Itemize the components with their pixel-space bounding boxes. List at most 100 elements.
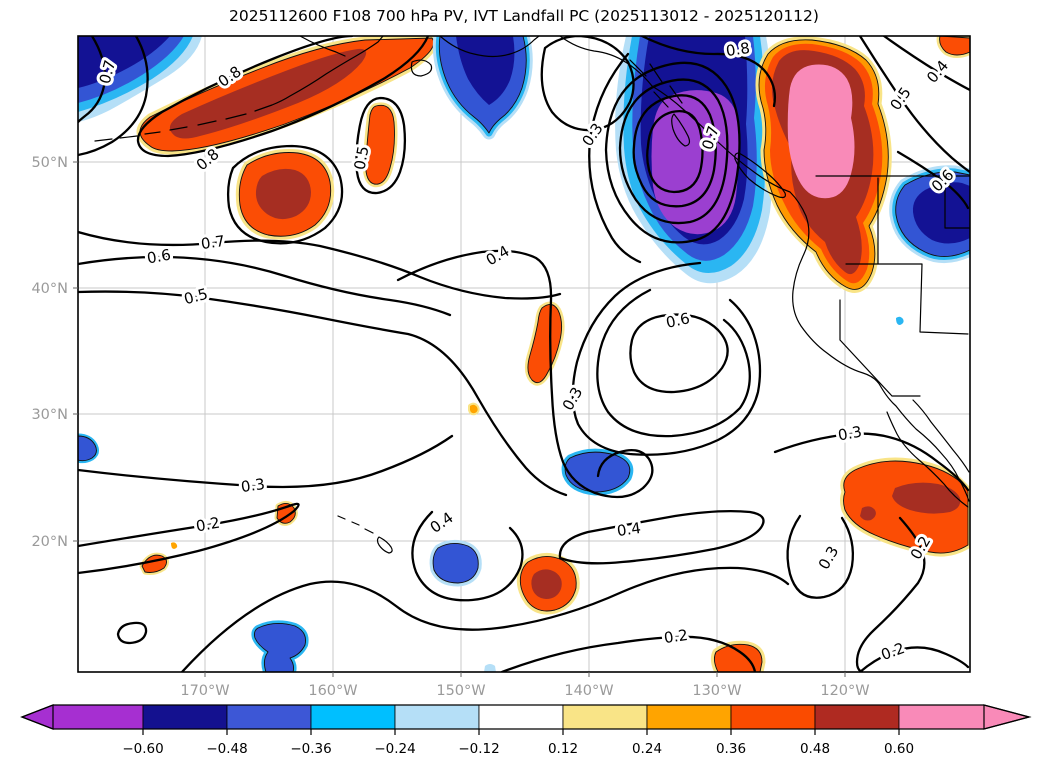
colorbar-tick-label: −0.36 <box>290 741 331 757</box>
contour-line <box>78 434 454 489</box>
shaded-anomaly-region <box>253 623 306 672</box>
latitude-tick-label: 20°N <box>31 534 68 550</box>
shaded-anomaly-region <box>787 64 855 199</box>
coastline <box>815 175 970 397</box>
shaded-anomaly-region <box>484 664 496 672</box>
contour-line <box>571 261 762 456</box>
contour-line <box>882 36 970 92</box>
contour-line <box>411 510 524 602</box>
coastline <box>651 85 970 502</box>
contour-line <box>558 509 765 565</box>
contour-line <box>632 94 717 208</box>
colorbar-extend-right-arrow <box>983 704 1032 730</box>
contour-label: 0.6 <box>146 246 173 268</box>
shaded-anomaly-region <box>432 543 479 584</box>
shaded-anomaly-region <box>171 542 178 549</box>
contour-line <box>588 52 642 264</box>
shaded-anomaly-region <box>939 36 970 56</box>
plot-border <box>77 35 971 673</box>
coastline <box>299 36 653 87</box>
colorbar-segment <box>142 704 228 730</box>
colorbar-segment <box>310 704 396 730</box>
latitude-tick-label: 40°N <box>31 281 68 297</box>
longitude-tick-label: 160°W <box>308 683 357 699</box>
colorbar-segment <box>646 704 732 730</box>
colorbar-tick-label: 0.48 <box>800 741 830 757</box>
contour-line <box>136 36 430 158</box>
contour-line <box>78 36 106 124</box>
colorbar-segment <box>52 704 144 730</box>
longitude-tick-label: 130°W <box>692 683 741 699</box>
contour-line <box>858 36 970 174</box>
colorbar: −0.60 −0.48 −0.36 −0.24 −0.12 0.12 0.24 0.36 0.4… <box>20 704 1032 757</box>
contour-label: 0.7 <box>200 232 226 253</box>
contour-label: 0.2 <box>663 626 689 647</box>
contour-line <box>858 646 970 672</box>
colorbar-tick-label: −0.48 <box>206 741 247 757</box>
contour-label: 0.4 <box>616 519 642 540</box>
longitude-tick-label: 140°W <box>564 683 613 699</box>
colorbar-tick-label: 0.36 <box>716 741 746 757</box>
colorbar-outline <box>20 704 1032 730</box>
contour-line <box>78 230 562 300</box>
shaded-anomaly-region <box>527 304 563 384</box>
shaded-anomaly-region <box>564 451 631 493</box>
colorbar-tick-label: −0.12 <box>458 741 499 757</box>
coastline <box>337 515 393 554</box>
shaded-anomaly-region <box>78 435 97 462</box>
contour-label: 0.2 <box>879 639 908 664</box>
shaded-anomaly-region <box>896 316 904 325</box>
latitude-tick-label: 30°N <box>31 407 68 423</box>
contour-line <box>773 432 970 492</box>
contour-label: 0.3 <box>837 423 864 445</box>
shaded-anomaly-region <box>255 168 311 220</box>
shaded-anomaly-region <box>470 404 478 414</box>
colorbar-extend-left-arrow <box>20 704 54 730</box>
shaded-anomaly-region <box>531 569 562 599</box>
coastline <box>886 399 970 508</box>
coastline <box>94 36 384 142</box>
colorbar-segment <box>478 704 564 730</box>
contour-line <box>355 96 407 195</box>
contour-line <box>596 288 751 438</box>
shaded-anomaly-region <box>713 643 763 672</box>
colorbar-segment <box>394 704 480 730</box>
contour-line <box>896 150 970 210</box>
contour-line <box>78 255 452 317</box>
contour-line <box>646 110 704 194</box>
map-plot-area: 0.7 0.80.8 0.50.70.60.50.3 0.70.80.40.50.60… <box>78 36 970 672</box>
colorbar-segment <box>730 704 816 730</box>
figure-title: 2025112600 F108 700 hPa PV, IVT Landfall… <box>229 7 819 25</box>
contour-label: 0.3 <box>815 543 843 573</box>
contour-label: 0.4 <box>923 57 952 87</box>
colorbar-tick-label: 0.60 <box>884 741 914 757</box>
contour-line <box>78 36 149 157</box>
contour-label: 0.8 <box>725 39 751 60</box>
shaded-anomaly-region <box>169 48 367 139</box>
shaded-anomaly-region <box>860 506 876 521</box>
colorbar-segment <box>898 704 985 730</box>
colorbar-segment <box>226 704 312 730</box>
colorbar-tick-label: 0.24 <box>632 741 662 757</box>
contour-label: 0.3 <box>559 384 587 414</box>
coastline <box>734 152 786 199</box>
longitude-tick-label: 150°W <box>436 683 485 699</box>
contour-label: 0.3 <box>578 120 606 150</box>
colorbar-tick-label: −0.60 <box>122 741 163 757</box>
colorbar-tick-label: −0.24 <box>374 741 415 757</box>
contour-label: 0.3 <box>240 475 266 496</box>
contour-line <box>180 566 790 672</box>
contour-line <box>116 621 148 645</box>
latitude-tick-label: 50°N <box>31 155 68 171</box>
contour-line <box>226 144 344 245</box>
shaded-anomaly-region <box>365 104 395 185</box>
contour-label: 0.5 <box>886 84 914 114</box>
colorbar-segment <box>814 704 900 730</box>
contour-line <box>855 516 926 672</box>
contour-line <box>629 313 729 394</box>
shaded-anomaly-region <box>78 36 170 88</box>
contour-line <box>604 61 741 244</box>
contour-label: 0.2 <box>195 514 222 536</box>
